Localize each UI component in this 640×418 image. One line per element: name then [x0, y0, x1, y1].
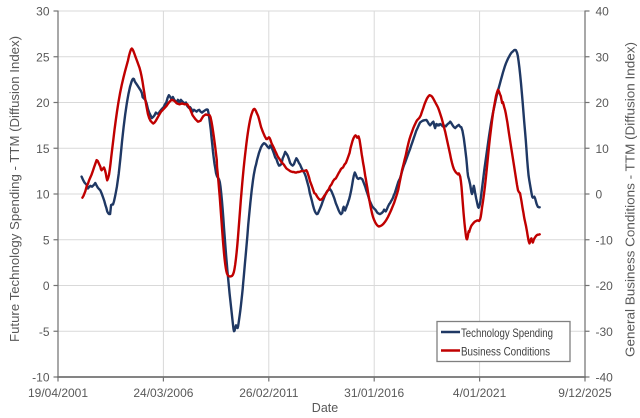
- svg-text:10: 10: [596, 142, 610, 156]
- svg-text:0: 0: [43, 279, 50, 293]
- svg-text:31/01/2016: 31/01/2016: [344, 386, 404, 400]
- svg-text:30: 30: [36, 5, 50, 19]
- svg-text:40: 40: [596, 5, 610, 19]
- svg-text:19/04/2001: 19/04/2001: [28, 386, 88, 400]
- svg-text:Business Conditions: Business Conditions: [461, 344, 550, 358]
- svg-text:-10: -10: [596, 233, 614, 247]
- svg-text:-30: -30: [596, 325, 614, 339]
- svg-text:0: 0: [596, 188, 603, 202]
- svg-text:-20: -20: [596, 279, 614, 293]
- svg-text:4/01/2021: 4/01/2021: [453, 386, 507, 400]
- svg-text:9/12/2025: 9/12/2025: [558, 386, 612, 400]
- svg-text:20: 20: [36, 96, 50, 110]
- svg-text:Technology Spending: Technology Spending: [461, 326, 553, 340]
- svg-text:30: 30: [596, 50, 610, 64]
- svg-text:-5: -5: [39, 325, 50, 339]
- svg-text:Date: Date: [312, 401, 338, 415]
- svg-text:General Business Conditions -: General Business Conditions - TTM (Diffu…: [624, 42, 638, 357]
- svg-text:5: 5: [43, 233, 50, 247]
- svg-text:24/03/2006: 24/03/2006: [133, 386, 193, 400]
- svg-text:25: 25: [36, 50, 50, 64]
- svg-text:26/02/2011: 26/02/2011: [239, 386, 298, 400]
- svg-text:Future Technology Spending - T: Future Technology Spending - TTM (Diffus…: [8, 36, 22, 342]
- svg-text:20: 20: [596, 96, 610, 110]
- svg-text:15: 15: [36, 142, 50, 156]
- svg-text:-10: -10: [32, 371, 50, 385]
- svg-text:-40: -40: [596, 371, 614, 385]
- svg-text:10: 10: [36, 188, 50, 202]
